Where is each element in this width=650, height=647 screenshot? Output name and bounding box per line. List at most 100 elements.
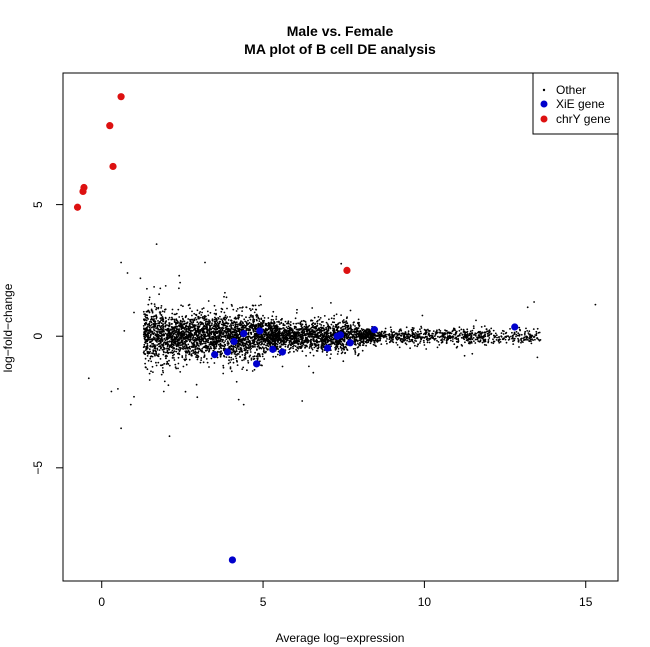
other-point [175,367,178,370]
other-point [398,337,400,340]
other-point [174,363,177,366]
other-point [347,334,350,337]
other-point [391,333,394,336]
other-point [460,336,463,339]
other-point [144,330,147,333]
other-point [458,334,461,337]
other-point [198,317,200,320]
other-point [230,356,233,359]
other-point [190,321,193,324]
other-point [237,315,239,317]
other-point [400,329,403,332]
other-point [290,344,292,346]
other-point [458,329,461,332]
other-point [218,325,220,327]
other-point [157,330,159,333]
other-point [518,334,521,337]
other-point [354,347,357,350]
other-point [362,331,365,333]
other-point [270,326,273,328]
other-point [428,341,431,344]
other-point [505,331,508,334]
other-point [530,340,532,343]
other-point [515,335,517,338]
other-point [449,334,451,337]
other-point [154,338,157,341]
other-point [350,325,352,328]
other-point [256,341,258,343]
other-point [218,334,221,337]
other-point [164,285,167,287]
other-point [511,336,514,339]
other-point [214,316,216,319]
other-point [311,323,313,326]
other-point [303,328,306,330]
other-point [212,325,215,328]
other-point [233,350,236,352]
other-point [222,320,224,323]
other-point [147,350,150,353]
other-point [319,323,321,325]
other-point [147,303,150,306]
other-point [318,318,321,321]
other-point [310,332,313,335]
other-point [179,323,182,325]
other-point [303,340,306,342]
other-point [155,352,158,355]
other-point [289,332,292,334]
other-point [536,327,539,330]
other-point [288,330,291,332]
other-point [352,330,355,333]
other-point [366,329,369,331]
other-point [178,316,181,318]
other-point [450,339,452,342]
other-point [530,342,533,345]
other-point [340,262,343,265]
other-point [524,330,527,333]
other-point [271,329,274,332]
other-point [207,341,210,344]
other-point [228,337,231,339]
other-point [334,323,337,326]
other-point [219,353,222,355]
other-point [222,364,225,367]
other-point [224,334,227,337]
other-point [188,353,191,356]
other-point [260,338,262,341]
other-point [408,338,411,341]
other-point [170,318,173,321]
other-point [185,333,188,336]
other-point [507,339,510,341]
other-point [515,333,518,336]
other-point [177,348,180,351]
other-point [360,334,363,336]
other-point [271,336,274,339]
other-point [225,356,228,358]
other-point [184,356,187,358]
other-point [162,330,165,332]
other-point [261,342,263,345]
other-point [502,338,504,341]
other-point [240,344,243,347]
other-point [267,345,270,348]
other-point [388,338,391,341]
other-point [185,322,188,325]
other-point [214,309,217,311]
other-point [512,338,515,340]
other-point [161,364,164,366]
other-point [239,340,242,343]
other-point [147,334,150,337]
other-point [182,346,185,349]
other-point [155,364,158,367]
other-point [388,334,391,336]
other-point [224,291,226,294]
other-point [362,337,365,339]
other-point [322,321,324,323]
other-point [285,329,288,332]
other-point [379,337,382,340]
other-point [453,333,455,336]
other-point [404,342,407,345]
other-point [146,333,148,336]
other-point [230,370,233,373]
other-point [183,320,186,323]
